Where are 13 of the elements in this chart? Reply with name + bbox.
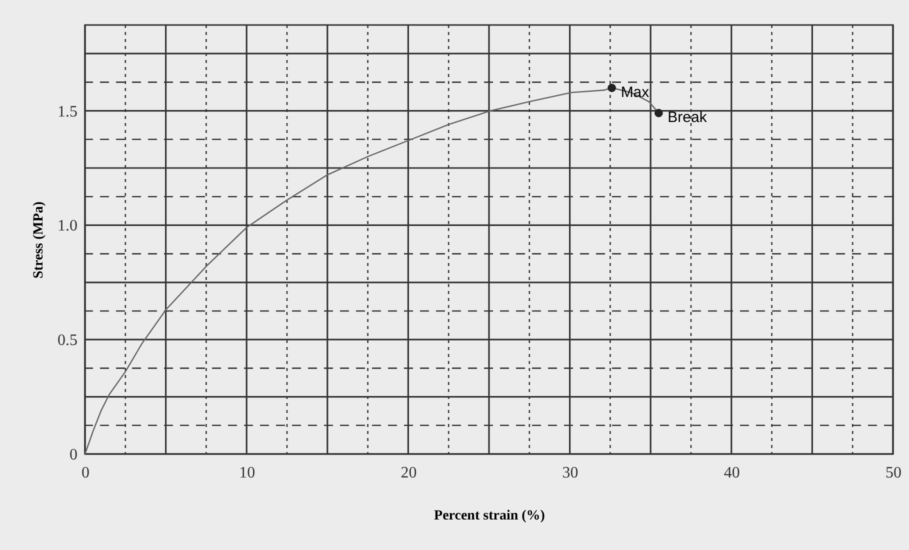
x-tick-label: 40 (724, 464, 740, 482)
x-tick-label: 50 (886, 464, 902, 482)
x-tick-label: 20 (400, 464, 417, 482)
y-tick-label: 1.0 (58, 218, 78, 235)
x-tick-label: 30 (562, 464, 578, 482)
y-tick-label: 0 (70, 446, 78, 464)
y-tick-label: 1.5 (58, 103, 78, 120)
y-tick-label: 0.5 (58, 332, 78, 350)
annotation: Break (668, 109, 708, 126)
x-tick-label: 0 (82, 464, 90, 482)
y-axis-title: Stress (MPa) (32, 201, 46, 279)
x-axis-title: Percent strain (%) (434, 508, 546, 524)
x-tick-label: 10 (239, 464, 256, 482)
